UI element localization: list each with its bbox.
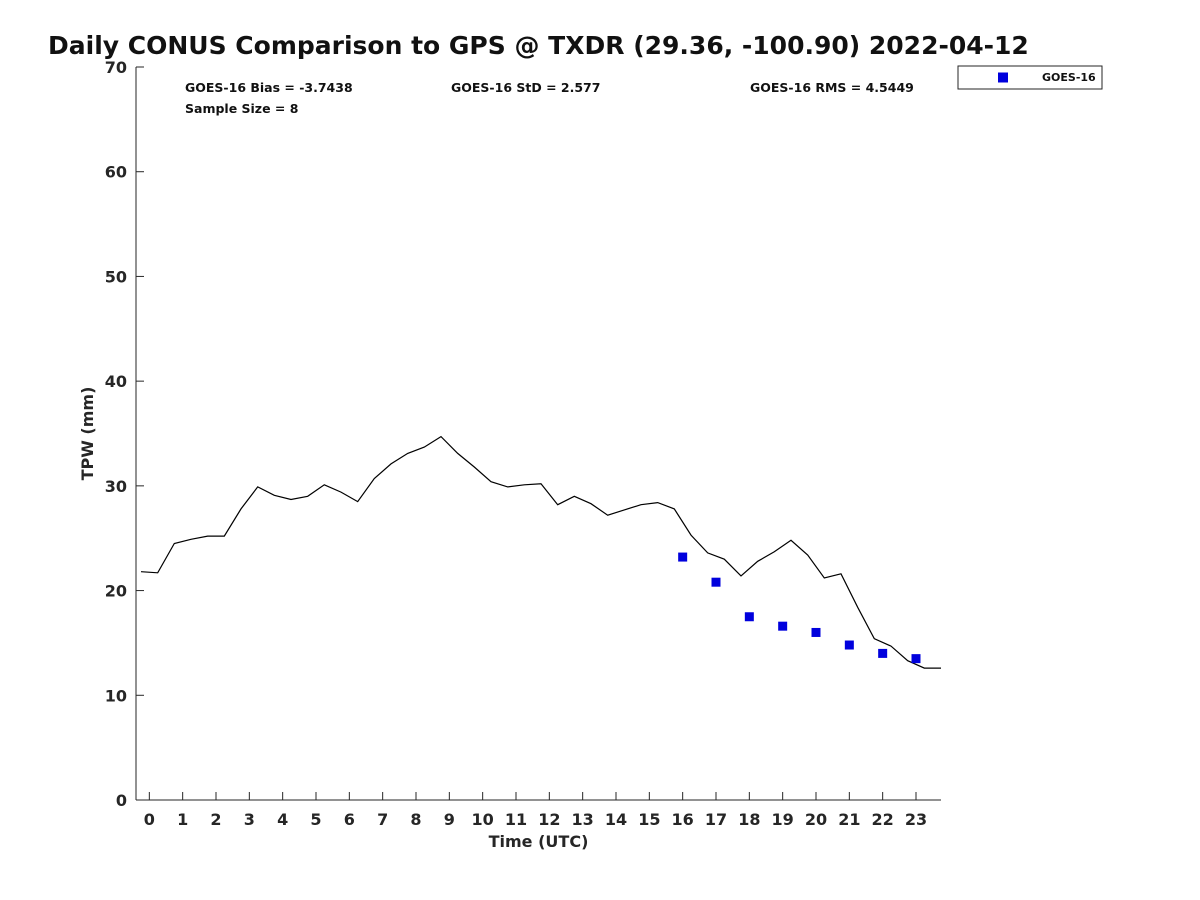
- x-tick-label: 5: [310, 810, 321, 829]
- legend-label-goes16: GOES-16: [1042, 71, 1096, 84]
- x-tick-label: 9: [444, 810, 455, 829]
- x-tick-label: 20: [805, 810, 827, 829]
- goes16-point: [678, 552, 688, 562]
- gps-tpw-line: [140, 435, 941, 669]
- goes16-point: [911, 654, 921, 664]
- y-tick-label: 0: [116, 791, 127, 810]
- x-tick-label: 19: [772, 810, 794, 829]
- std-stat: GOES-16 StD = 2.577: [451, 80, 600, 95]
- x-tick-label: 16: [672, 810, 694, 829]
- gps-series: [140, 435, 941, 669]
- chart-title: Daily CONUS Comparison to GPS @ TXDR (29…: [48, 31, 1029, 60]
- bias-stat: GOES-16 Bias = -3.7438: [185, 80, 353, 95]
- y-tick-label: 60: [105, 163, 127, 182]
- x-tick-label: 21: [838, 810, 860, 829]
- y-tick-label: 40: [105, 372, 127, 391]
- plot-frame: [135, 67, 941, 801]
- x-tick-label: 13: [572, 810, 594, 829]
- x-tick-label: 6: [344, 810, 355, 829]
- x-tick-label: 23: [905, 810, 927, 829]
- x-tick-label: 15: [638, 810, 660, 829]
- x-tick-label: 2: [210, 810, 221, 829]
- goes16-point: [878, 648, 888, 658]
- y-axis-ticks: 0 10 20 30 40 50 60 70: [105, 58, 144, 810]
- y-tick-label: 10: [105, 686, 127, 705]
- x-tick-label: 22: [872, 810, 894, 829]
- goes16-point: [811, 627, 821, 637]
- x-axis-label: Time (UTC): [489, 832, 589, 851]
- goes16-point: [744, 612, 754, 622]
- sample-size-stat: Sample Size = 8: [185, 101, 298, 116]
- y-axis-label: TPW (mm): [78, 387, 97, 481]
- x-tick-label: 7: [377, 810, 388, 829]
- x-tick-label: 11: [505, 810, 527, 829]
- goes16-point: [844, 640, 854, 650]
- x-tick-label: 4: [277, 810, 288, 829]
- y-tick-label: 70: [105, 58, 127, 77]
- goes16-point: [711, 577, 721, 587]
- x-tick-label: 0: [144, 810, 155, 829]
- legend-box: [957, 65, 1103, 90]
- x-tick-label: 8: [410, 810, 421, 829]
- y-tick-label: 30: [105, 477, 127, 496]
- goes16-point: [778, 621, 788, 631]
- legend: GOES-16: [957, 65, 1103, 90]
- legend-marker-goes16: [998, 72, 1008, 83]
- x-tick-label: 18: [738, 810, 760, 829]
- x-tick-label: 1: [177, 810, 188, 829]
- rms-stat: GOES-16 RMS = 4.5449: [750, 80, 914, 95]
- x-tick-label: 3: [244, 810, 255, 829]
- x-tick-label: 12: [538, 810, 560, 829]
- y-tick-label: 50: [105, 267, 127, 286]
- goes16-series: [678, 552, 921, 664]
- x-tick-label: 17: [705, 810, 727, 829]
- y-tick-label: 20: [105, 582, 127, 601]
- x-tick-label: 10: [472, 810, 494, 829]
- x-axis-ticks: 0 1 2 3 4 5 6 7 8 9 10 11 12 13 14 15 16 17 18 19 20 21 22 23: [144, 792, 927, 829]
- x-tick-label: 14: [605, 810, 627, 829]
